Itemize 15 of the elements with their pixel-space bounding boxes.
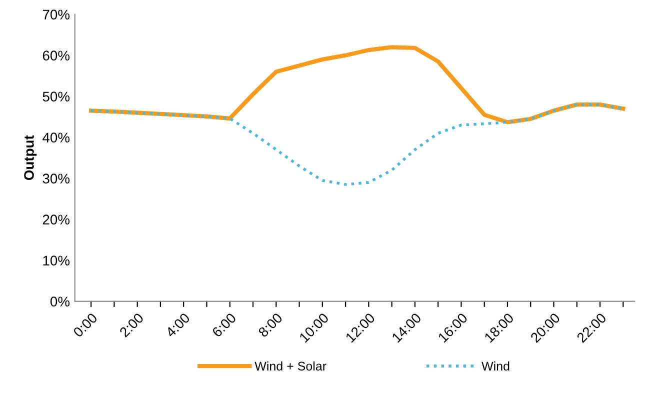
y-tick-label: 30% — [42, 174, 70, 184]
y-axis-title: Output — [24, 135, 37, 180]
y-tick-label: 40% — [42, 132, 70, 143]
x-tick-label: 6:00 — [212, 312, 237, 338]
x-tick-label: 4:00 — [164, 312, 190, 338]
legend-label: Wind + Solar — [254, 361, 326, 371]
y-tick-label: 0% — [50, 296, 70, 307]
x-tick-label: 8:00 — [258, 312, 283, 338]
y-tick-label: 60% — [42, 50, 70, 61]
y-tick-label: 50% — [42, 92, 70, 102]
x-tick-label: 0:00 — [72, 312, 98, 338]
y-tick-label: 70% — [42, 10, 70, 20]
y-tick-label: 20% — [42, 214, 70, 225]
y-tick-label: 10% — [43, 256, 70, 266]
legend-label: Wind — [482, 361, 510, 371]
